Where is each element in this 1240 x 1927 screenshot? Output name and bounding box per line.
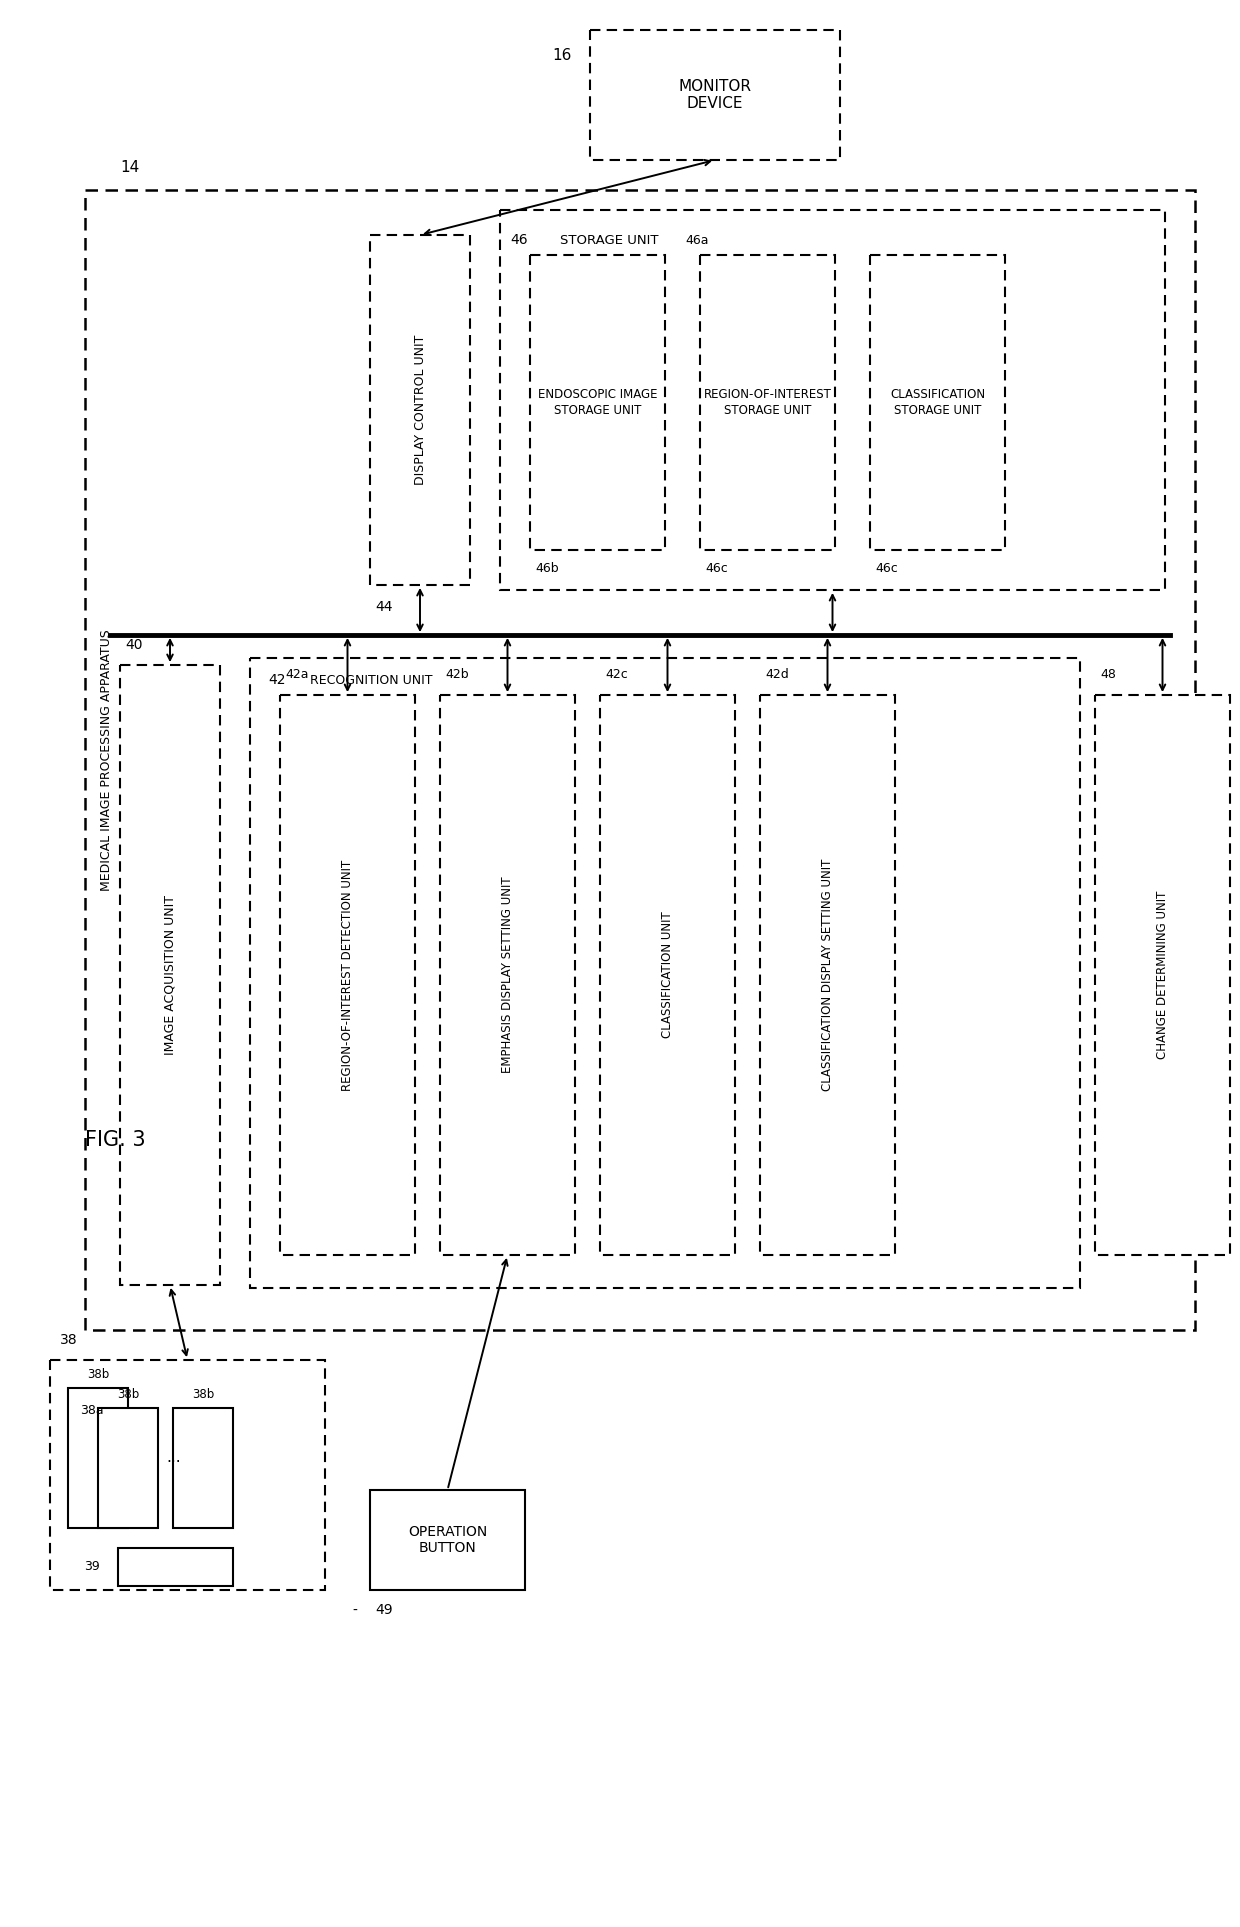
Bar — [701, 254, 835, 549]
Bar — [50, 1360, 325, 1590]
Text: 38b: 38b — [117, 1387, 139, 1401]
Text: 42c: 42c — [605, 669, 627, 682]
Text: 39: 39 — [84, 1561, 100, 1574]
Text: EMPHASIS DISPLAY SETTING UNIT: EMPHASIS DISPLAY SETTING UNIT — [501, 877, 515, 1073]
Bar — [529, 254, 665, 549]
Text: 42: 42 — [268, 673, 285, 688]
Text: 38: 38 — [60, 1333, 78, 1347]
Text: REGION-OF-INTEREST
STORAGE UNIT: REGION-OF-INTEREST STORAGE UNIT — [703, 389, 832, 416]
Bar — [760, 696, 895, 1254]
Text: ENDOSCOPIC IMAGE
STORAGE UNIT: ENDOSCOPIC IMAGE STORAGE UNIT — [538, 389, 657, 416]
Text: OPERATION
BUTTON: OPERATION BUTTON — [408, 1524, 487, 1555]
Text: 42b: 42b — [445, 669, 469, 682]
Bar — [370, 1490, 525, 1590]
Bar — [98, 1409, 157, 1528]
Text: CLASSIFICATION
STORAGE UNIT: CLASSIFICATION STORAGE UNIT — [890, 389, 985, 416]
Text: MONITOR
DEVICE: MONITOR DEVICE — [678, 79, 751, 112]
Text: 38a: 38a — [81, 1403, 104, 1416]
Text: MEDICAL IMAGE PROCESSING APPARATUS: MEDICAL IMAGE PROCESSING APPARATUS — [100, 628, 114, 890]
Bar — [500, 210, 1166, 590]
Bar — [174, 1409, 233, 1528]
Bar — [86, 191, 1195, 1330]
Text: 40: 40 — [125, 638, 143, 651]
Text: 46c: 46c — [875, 561, 898, 574]
Text: 46c: 46c — [706, 561, 728, 574]
Bar — [600, 696, 735, 1254]
Text: CLASSIFICATION DISPLAY SETTING UNIT: CLASSIFICATION DISPLAY SETTING UNIT — [821, 859, 835, 1091]
Text: 46a: 46a — [684, 233, 708, 247]
Text: FIG. 3: FIG. 3 — [86, 1129, 145, 1150]
Bar — [1095, 696, 1230, 1254]
Text: 16: 16 — [553, 48, 572, 62]
Text: 49: 49 — [374, 1603, 393, 1617]
Bar — [120, 665, 219, 1285]
Bar — [118, 1547, 233, 1586]
Text: 46: 46 — [510, 233, 528, 247]
Bar — [68, 1387, 128, 1528]
Text: CHANGE DETERMINING UNIT: CHANGE DETERMINING UNIT — [1156, 890, 1169, 1060]
Bar — [440, 696, 575, 1254]
Bar — [250, 657, 1080, 1287]
Text: CLASSIFICATION UNIT: CLASSIFICATION UNIT — [661, 911, 675, 1039]
Text: ...: ... — [166, 1451, 181, 1466]
Bar — [370, 235, 470, 586]
Text: 42a: 42a — [285, 669, 309, 682]
Bar — [870, 254, 1004, 549]
Text: 38b: 38b — [87, 1368, 109, 1380]
Text: -: - — [352, 1603, 362, 1617]
Text: STORAGE UNIT: STORAGE UNIT — [560, 233, 658, 247]
Text: 46b: 46b — [534, 561, 559, 574]
Text: RECOGNITION UNIT: RECOGNITION UNIT — [310, 674, 433, 686]
Text: IMAGE ACQUISITION UNIT: IMAGE ACQUISITION UNIT — [164, 894, 176, 1054]
Text: 42d: 42d — [765, 669, 789, 682]
Text: DISPLAY CONTROL UNIT: DISPLAY CONTROL UNIT — [413, 335, 427, 486]
Text: 14: 14 — [120, 160, 139, 175]
Text: 44: 44 — [374, 599, 393, 615]
Text: 48: 48 — [1100, 669, 1116, 682]
Bar — [590, 31, 839, 160]
Text: 38b: 38b — [192, 1387, 215, 1401]
Text: REGION-OF-INTEREST DETECTION UNIT: REGION-OF-INTEREST DETECTION UNIT — [341, 859, 353, 1091]
Bar — [280, 696, 415, 1254]
